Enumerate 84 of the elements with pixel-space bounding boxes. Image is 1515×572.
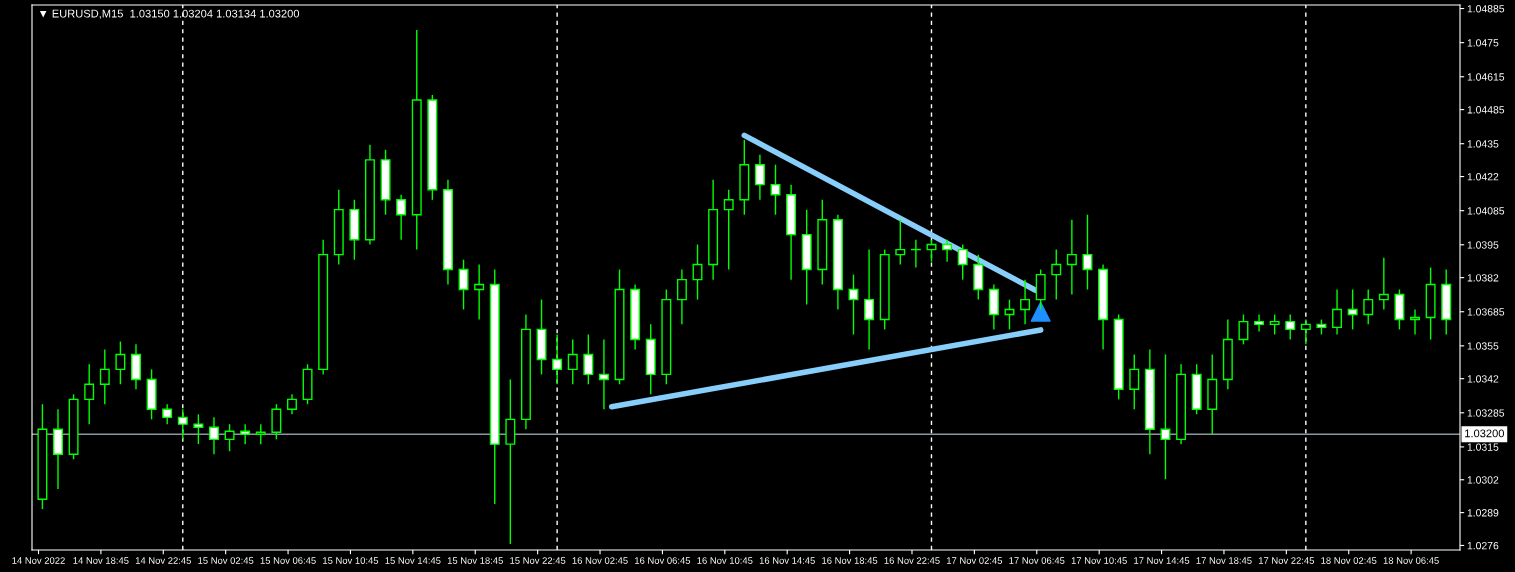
candlestick [957,243,968,281]
y-tick-label: 1.0276 [1467,541,1499,550]
candlestick [1269,313,1280,336]
candlestick [598,338,609,410]
candlestick [162,403,173,425]
candlestick [224,423,235,452]
y-tick-label: 1.0382 [1467,274,1499,282]
y-tick-label: 1.04485 [1467,106,1505,114]
y-tick-label: 1.04885 [1467,5,1505,13]
x-tick-label: 18 Nov 06:45 [1383,557,1439,564]
candlestick [99,348,110,405]
y-tick-label: 1.04615 [1467,73,1505,81]
y-tick-label: 1.0289 [1467,509,1499,517]
x-tick-label: 17 Nov 22:45 [1258,557,1315,564]
y-tick-label: 1.03685 [1467,308,1505,316]
x-tick-label: 14 Nov 18:45 [73,557,129,564]
candlestick [567,338,578,385]
candlestick [1004,298,1015,331]
x-tick-label: 15 Nov 02:45 [198,557,254,564]
x-tick-label: 17 Nov 06:45 [1009,557,1065,564]
x-tick-label: 17 Nov 02:45 [947,557,1003,564]
candlestick [1160,353,1171,480]
candlestick [1378,256,1389,311]
chart-title: ▼ EURUSD,M15 1.03150 1.03204 1.03134 1.03200 [39,9,300,19]
candlestick [1066,219,1077,296]
candlestick [255,423,266,445]
candlestick [1020,278,1031,326]
x-tick-label: 14 Nov 2022 [12,557,65,564]
x-tick-label: 18 Nov 02:45 [1321,557,1377,564]
ref-line-label: 1.03200 [1465,429,1505,438]
x-tick-label: 15 Nov 22:45 [510,557,566,564]
candlestick [193,413,204,445]
y-tick-label: 1.0342 [1467,375,1499,383]
x-tick-label: 17 Nov 10:45 [1071,557,1127,564]
candlestick [1051,248,1062,301]
candlestick [1332,288,1343,336]
candlestick [1082,214,1093,291]
y-tick-label: 1.0355 [1467,342,1499,350]
candlestick [1254,313,1265,333]
candlestick [1238,313,1249,346]
candlestick [1410,308,1421,336]
y-tick-label: 1.0302 [1467,476,1499,484]
candlestick [84,363,95,425]
candlestick [583,333,594,385]
x-tick-label: 17 Nov 14:45 [1134,557,1190,564]
candlestick [1129,353,1140,410]
candlestick [458,258,469,311]
candlestick [1300,318,1311,346]
x-tick-label: 16 Nov 02:45 [572,557,628,564]
candlestick [1285,313,1296,341]
candlestick [754,154,765,201]
candlestick [396,194,407,241]
y-tick-label: 1.03285 [1467,409,1505,417]
candlestick [240,423,251,445]
x-tick-label: 15 Nov 14:45 [385,557,441,564]
candlestick [474,263,485,321]
y-tick-label: 1.0475 [1467,39,1499,47]
candlestick [271,403,282,441]
candlestick [208,416,219,455]
x-tick-label: 15 Nov 18:45 [447,557,503,564]
y-tick-label: 1.04085 [1467,207,1505,215]
candlestick [676,268,687,326]
x-tick-label: 15 Nov 06:45 [260,557,316,564]
candlestick [115,340,126,385]
candlestick [1347,288,1358,331]
candlestick [942,239,953,263]
y-tick-label: 1.0435 [1467,140,1499,148]
x-tick-label: 14 Nov 22:45 [135,557,191,564]
x-tick-label: 16 Nov 18:45 [822,557,878,564]
candlestick [1363,288,1374,326]
y-tick-label: 1.0315 [1467,443,1499,451]
candlestick [692,243,703,301]
x-tick-label: 16 Nov 10:45 [697,557,753,564]
x-tick-label: 16 Nov 14:45 [759,557,815,564]
x-tick-label: 16 Nov 06:45 [635,557,691,564]
candlestick [864,248,875,351]
candlestick [895,219,906,266]
y-tick-label: 1.0395 [1467,241,1499,249]
candlestick [286,393,297,416]
candlestick [723,189,734,271]
x-tick-label: 15 Nov 10:45 [323,557,379,564]
x-tick-label: 17 Nov 18:45 [1196,557,1252,564]
x-tick-label: 16 Nov 22:45 [884,557,940,564]
y-tick-label: 1.0422 [1467,173,1499,181]
